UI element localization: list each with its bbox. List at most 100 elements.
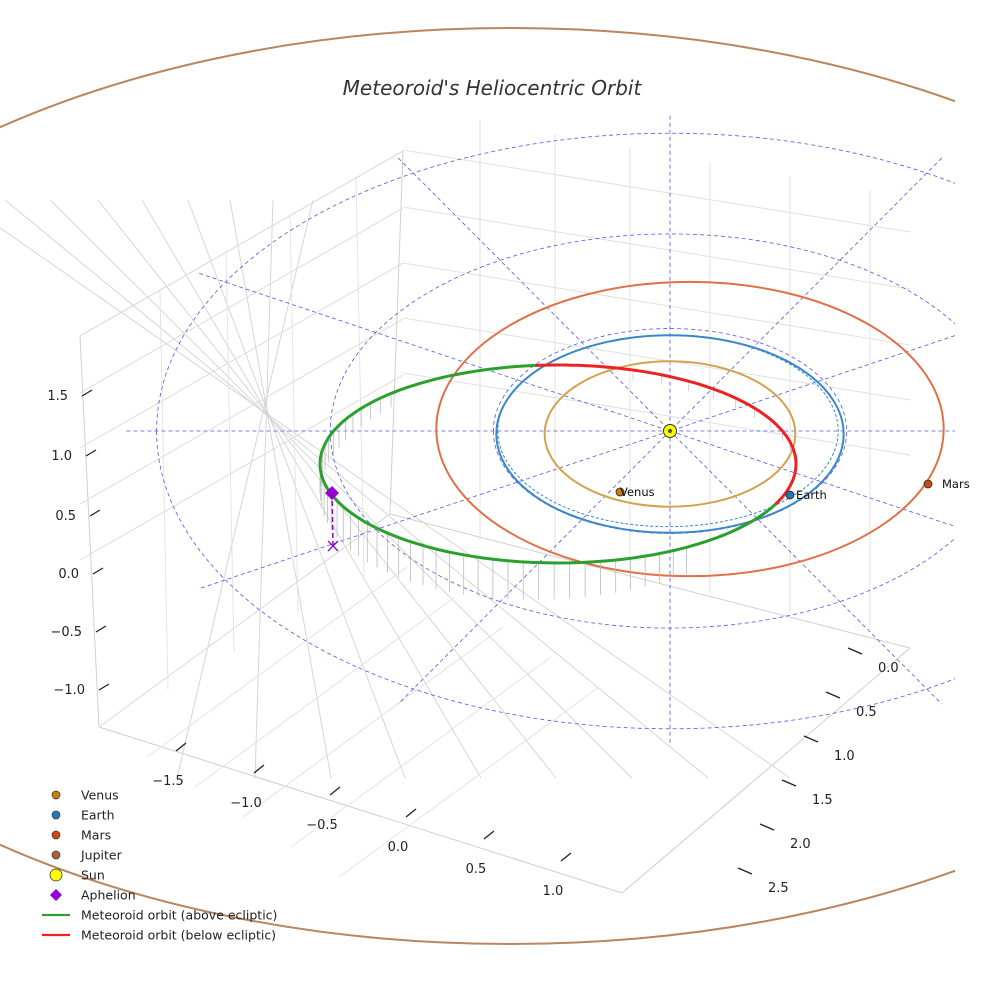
sun-core [667,428,673,434]
y-tick-mark-1 [825,691,841,699]
z-tick-mark-4 [95,625,107,633]
y-tick-label-1: 0.5 [856,705,877,720]
aphelion-projection-x [327,540,339,552]
grid-side-h-1 [402,206,911,290]
orbit-stems [319,370,796,600]
grid-back-h-2 [79,262,404,449]
z-tick-mark-3 [92,567,104,575]
orbit-jupiter [0,27,955,945]
y-tick-label-4: 2.0 [790,837,811,852]
label-mars: Mars [942,477,970,491]
orbit-venus [543,360,797,508]
grid-side-h-3 [402,317,911,401]
grid-floor-x-8 [0,227,791,779]
grid-floor-y-3 [242,626,504,818]
aphelion-marker [325,486,339,500]
grid-floor-y-2 [194,596,456,788]
grid-back-v-0 [159,289,169,691]
grid-floor-y-5 [338,686,600,878]
x-tick-label-3: 0.0 [388,840,409,855]
y-tick-label-5: 2.5 [768,881,789,896]
grid-back-h-3 [79,318,404,505]
x-tick-label-1: −1.0 [230,796,262,811]
legend-marker-3 [51,850,61,860]
y-tick-mark-5 [737,867,753,875]
x-tick-mark-2 [329,786,341,796]
grid-floor-x-4 [141,199,482,779]
x-tick-label-5: 1.0 [543,884,564,899]
legend-item-6: Meteoroid orbit (above ecliptic) [42,908,277,923]
legend-item-7: Meteoroid orbit (below ecliptic) [42,928,276,943]
z-tick-label-5: −1.0 [53,683,85,698]
z-tick-mark-5 [98,683,110,691]
z-tick-label-1: 1.0 [51,449,72,464]
marker-venus [615,487,625,497]
legend-label-4: Sun [81,868,105,883]
legend-item-0: Venus [51,788,119,803]
meteoroid-below-arc [534,363,798,506]
legend-label-0: Venus [81,788,119,803]
grid-side-h-4 [402,372,911,456]
z-tick-mark-0 [81,389,93,397]
x-tick-mark-3 [405,808,417,818]
label-earth: Earth [796,488,827,502]
y-tick-label-0: 0.0 [878,661,899,676]
grid-floor-x-1 [254,199,274,779]
legend-label-5: Aphelion [81,888,136,903]
grid-floor-x-0 [176,199,314,779]
z-tick-mark-1 [85,449,97,457]
x-tick-mark-4 [483,830,495,840]
orbit-earth [495,334,845,534]
legend: Venus Earth Mars Jupiter Sun Aphelion Meteoroi… [42,788,277,943]
legend-item-2: Mars [51,828,111,843]
pane-edge-1 [79,335,100,728]
grid-floor-y-1 [146,566,408,758]
grid-back-v-3 [355,175,365,577]
legend-marker-0 [51,790,61,800]
z-tick-mark-2 [89,509,101,517]
legend-label-3: Jupiter [80,848,123,863]
marker-earth [785,490,795,500]
grid-floor-x-6 [49,199,633,779]
x-tick-mark-5 [560,852,572,862]
grid-back-h-0 [79,150,404,337]
x-tick-label-4: 0.5 [466,862,487,877]
grid-back-h-1 [79,207,404,394]
grid-back-h-4 [79,374,404,561]
grid-floor-x-2 [229,199,332,779]
chart-title: Meteoroid's Heliocentric Orbit [343,76,643,100]
grid-floor-y-4 [290,656,552,848]
legend-marker-1 [51,810,61,820]
legend-marker-5 [50,889,62,901]
y-tick-label-3: 1.5 [812,793,833,808]
y-tick-mark-0 [847,647,863,655]
x-tick-label-0: −1.5 [152,774,184,789]
y-tick-mark-4 [759,823,775,831]
legend-marker-4 [49,868,63,882]
markers: Venus Earth Mars [325,424,970,552]
y-tick-mark-3 [781,779,797,787]
legend-item-3: Jupiter [51,848,123,863]
grid-side-h-0 [402,149,911,233]
label-venus: Venus [620,485,655,499]
meteoroid-above-arc [318,363,777,565]
pane-edge-4 [98,726,623,894]
guide-circle-2 [156,132,955,730]
x-tick-mark-0 [175,742,187,752]
guide-radial-5 [199,335,955,590]
grid-lines [0,120,911,878]
legend-item-1: Earth [51,808,115,823]
x-tick-mark-1 [253,764,265,774]
orbit-mars [435,280,945,578]
z-tick-label-2: 0.5 [55,509,76,524]
legend-item-4: Sun [49,868,105,883]
pane-edge-5 [389,513,911,649]
grid-back-v-1 [225,251,235,653]
grid-floor-x-3 [187,199,406,779]
y-tick-label-2: 1.0 [834,749,855,764]
planet-orbits [0,27,955,945]
legend-label-2: Mars [81,828,111,843]
z-tick-label-0: 1.5 [47,389,68,404]
grid-back-v-2 [289,213,299,615]
